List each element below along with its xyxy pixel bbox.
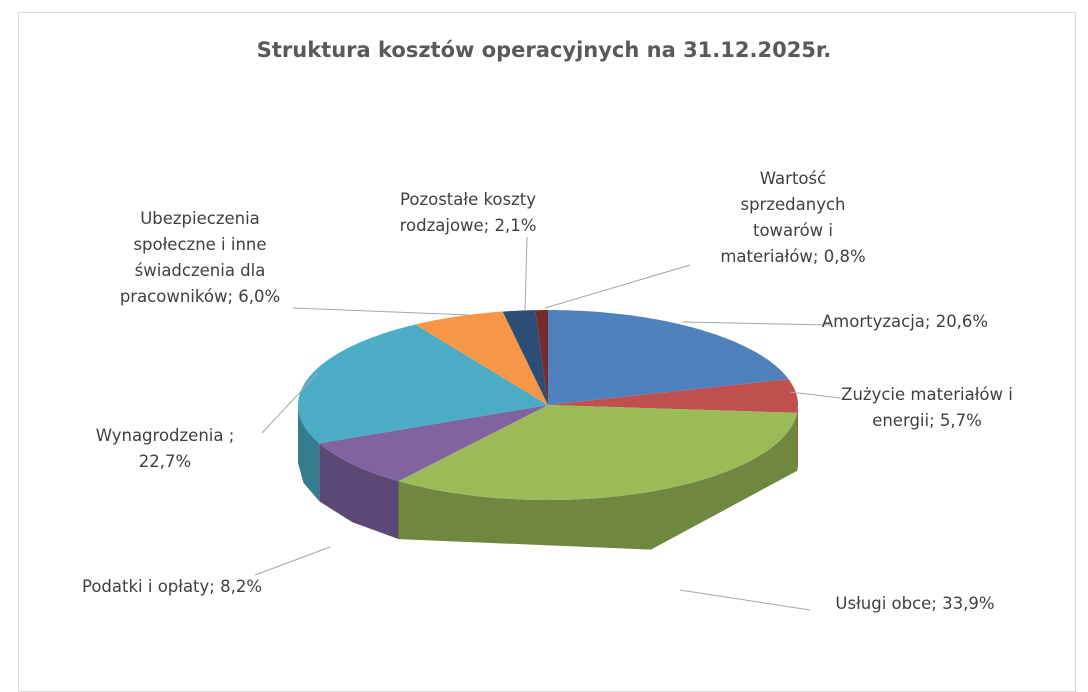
leader-line — [292, 307, 471, 316]
data-label: Usługi obce; 33,9% — [835, 594, 995, 613]
leader-line — [544, 264, 691, 309]
data-label: Pozostałe koszty rodzajowe; 2,1% — [399, 190, 537, 235]
slice — [319, 405, 548, 482]
slice — [298, 324, 548, 444]
data-label: Wynagrodzenia ; 22,7% — [95, 426, 235, 471]
slice — [535, 310, 548, 405]
leader-line — [679, 589, 811, 611]
data-label: Podatki i opłaty; 8,2% — [81, 577, 263, 596]
data-label: Wartość sprzedanych towarów i materiałów… — [720, 169, 866, 266]
slice-side — [797, 405, 798, 471]
leader-line — [524, 236, 528, 311]
data-label: Zużycie materiałów i energii; 5,7% — [841, 385, 1013, 430]
slice-side — [398, 412, 798, 550]
slice — [548, 310, 789, 405]
slice — [415, 311, 548, 405]
slice — [548, 379, 798, 413]
data-label: Ubezpieczenia społeczne i inne świadczen… — [119, 209, 281, 306]
slice — [398, 405, 798, 500]
leader-line — [254, 546, 331, 576]
leader-line — [682, 321, 831, 326]
leader-line — [789, 391, 841, 399]
slice-side — [319, 443, 399, 540]
data-label: Amortyzacja; 20,6% — [821, 312, 989, 331]
chart-title: Struktura kosztów operacyjnych na 31.12.… — [256, 38, 832, 62]
slice — [502, 310, 548, 405]
leader-line — [261, 372, 319, 434]
slice-side — [298, 405, 320, 502]
